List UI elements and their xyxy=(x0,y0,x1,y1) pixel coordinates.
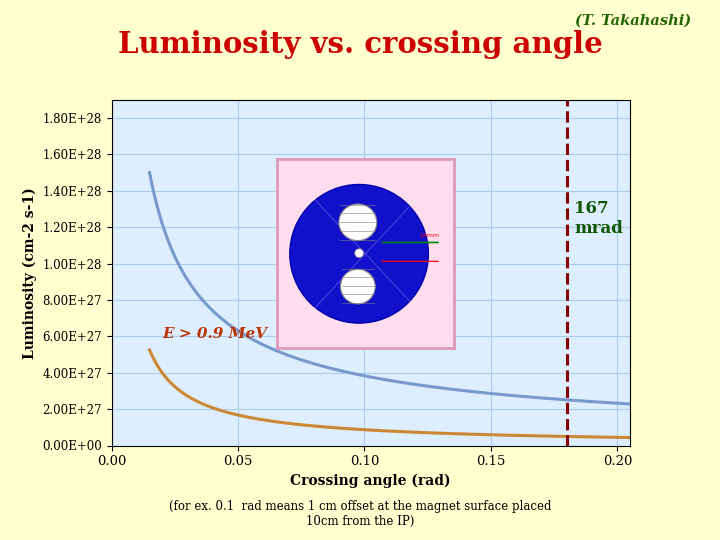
Circle shape xyxy=(289,185,428,323)
Text: 167
mrad: 167 mrad xyxy=(575,200,624,237)
Ellipse shape xyxy=(339,204,377,241)
Text: Total: Total xyxy=(284,176,330,193)
Text: Luminosity vs. crossing angle: Luminosity vs. crossing angle xyxy=(117,30,603,59)
Y-axis label: Luminosity (cm-2 s-1): Luminosity (cm-2 s-1) xyxy=(22,187,37,359)
Text: (T. Takahashi): (T. Takahashi) xyxy=(575,14,691,28)
Text: (for ex. 0.1  rad means 1 cm offset at the magnet surface placed
10cm from the I: (for ex. 0.1 rad means 1 cm offset at th… xyxy=(168,500,552,528)
Text: E > 0.9 MeV: E > 0.9 MeV xyxy=(162,327,267,341)
Ellipse shape xyxy=(341,269,375,304)
X-axis label: Crossing angle (rad): Crossing angle (rad) xyxy=(290,474,451,488)
Text: 14mm: 14mm xyxy=(419,233,439,238)
Circle shape xyxy=(355,249,364,258)
